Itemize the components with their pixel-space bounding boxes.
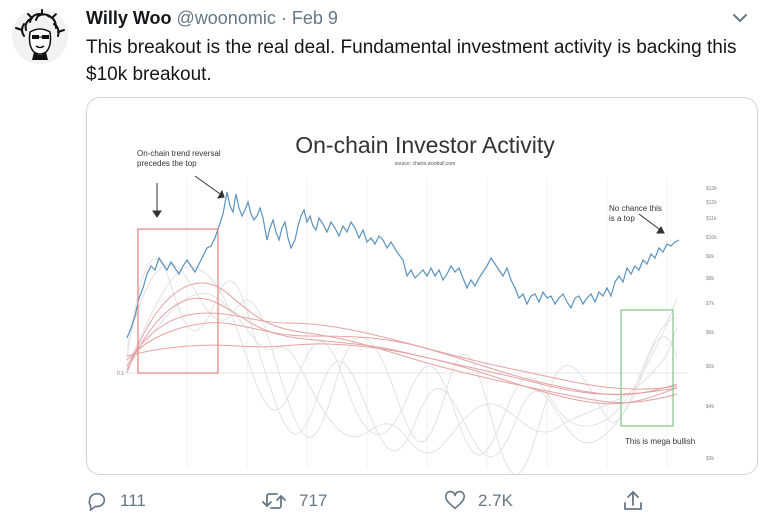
retweet-count: 717 [299,491,328,510]
chevron-down-icon[interactable] [730,8,750,28]
green-highlight-box [620,309,674,427]
annotation-top-right-line2: is a top [609,214,635,223]
annotation-bottom-right: This is mega bullish [625,437,695,446]
like-button[interactable]: 2.7K [444,488,513,514]
display-name[interactable]: Willy Woo [86,8,172,28]
red-oscillators [126,282,678,405]
chart-source: source: charts.woobull.com [395,161,456,167]
handle[interactable]: @woonomic [176,8,276,28]
annotation-arrows [152,175,665,234]
avatar[interactable] [12,8,68,64]
right-axis-tick: $13k [706,186,717,192]
price-line [126,191,680,339]
faint-oscillators [126,258,678,474]
red-highlight-box [137,228,219,374]
separator: · [280,8,287,28]
tweet-date[interactable]: Feb 9 [291,8,338,28]
retweet-button[interactable]: 717 [261,488,327,514]
left-axis-label: 0.1 [117,371,124,377]
right-axis-tick: $5k [706,364,715,370]
annotation-top-right-line1: No chance this [609,204,662,213]
tweet-actions: 111 717 2.7K [86,488,756,514]
chart-title: On-chain Investor Activity [295,132,555,158]
reply-button[interactable]: 111 [86,488,146,514]
tweet-text: This breakout is the real deal. Fundamen… [86,37,737,85]
right-axis-tick: $6k [706,330,715,336]
annotation-top-left-line2: precedes the top [137,159,197,168]
right-axis-tick: $4k [706,404,715,410]
chart-image: On-chain Investor Activity source: chart… [117,132,717,474]
tweet-header: Willy Woo @woonomic · Feb 9 [86,8,338,29]
right-axis-tick: $11k [706,216,717,222]
like-icon [445,490,465,510]
right-axis-tick: $10k [706,235,717,241]
annotation-top-left-line1: On-chain trend reversal [137,149,221,158]
right-axis: $13k $12k $11k $10k $9k $8k $7k $6k $5k … [706,186,717,462]
share-button[interactable] [622,488,656,514]
share-icon [624,491,642,510]
like-count: 2.7K [478,491,513,510]
reply-icon [88,492,106,511]
right-axis-tick: $9k [706,254,715,260]
tweet-media-chart[interactable]: On-chain Investor Activity source: chart… [86,97,758,475]
right-axis-tick: $7k [706,301,715,307]
retweet-icon [262,493,286,509]
right-axis-tick: $8k [706,276,715,282]
right-axis-tick: $12k [706,200,717,206]
reply-count: 111 [120,491,146,510]
right-axis-tick: $3k [706,456,715,462]
